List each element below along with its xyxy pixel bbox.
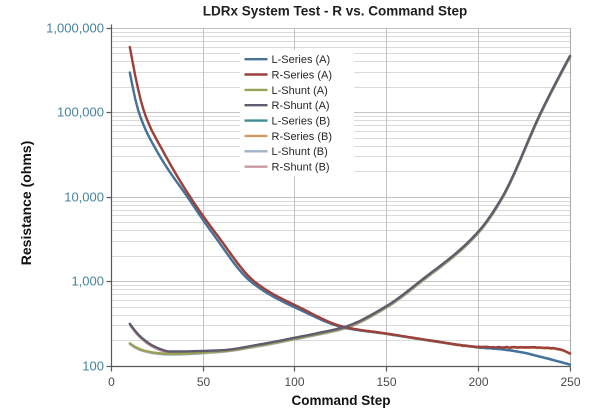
svg-text:100,000: 100,000 — [57, 105, 104, 120]
svg-text:L-Series (A): L-Series (A) — [272, 54, 331, 66]
svg-text:L-Shunt (A): L-Shunt (A) — [272, 85, 328, 97]
svg-text:1,000: 1,000 — [71, 274, 104, 289]
svg-text:200: 200 — [468, 375, 488, 389]
svg-text:250: 250 — [560, 375, 580, 389]
svg-text:Resistance (ohms): Resistance (ohms) — [18, 141, 34, 265]
svg-text:1,000,000: 1,000,000 — [46, 21, 104, 36]
svg-text:L-Series (B): L-Series (B) — [272, 116, 331, 128]
svg-text:LDRx System Test - R vs. Comma: LDRx System Test - R vs. Command Step — [203, 4, 468, 19]
svg-text:100: 100 — [82, 359, 104, 374]
svg-text:R-Series (B): R-Series (B) — [272, 131, 333, 143]
svg-text:R-Shunt (A): R-Shunt (A) — [272, 100, 330, 112]
svg-text:L-Shunt (B): L-Shunt (B) — [272, 146, 328, 158]
svg-text:R-Series (A): R-Series (A) — [272, 70, 333, 82]
svg-text:50: 50 — [197, 375, 211, 389]
svg-text:10,000: 10,000 — [64, 190, 104, 205]
svg-text:0: 0 — [108, 375, 115, 389]
svg-text:Command Step: Command Step — [291, 393, 390, 408]
svg-text:150: 150 — [376, 375, 396, 389]
svg-text:R-Shunt (B): R-Shunt (B) — [272, 162, 330, 174]
svg-text:100: 100 — [284, 375, 304, 389]
